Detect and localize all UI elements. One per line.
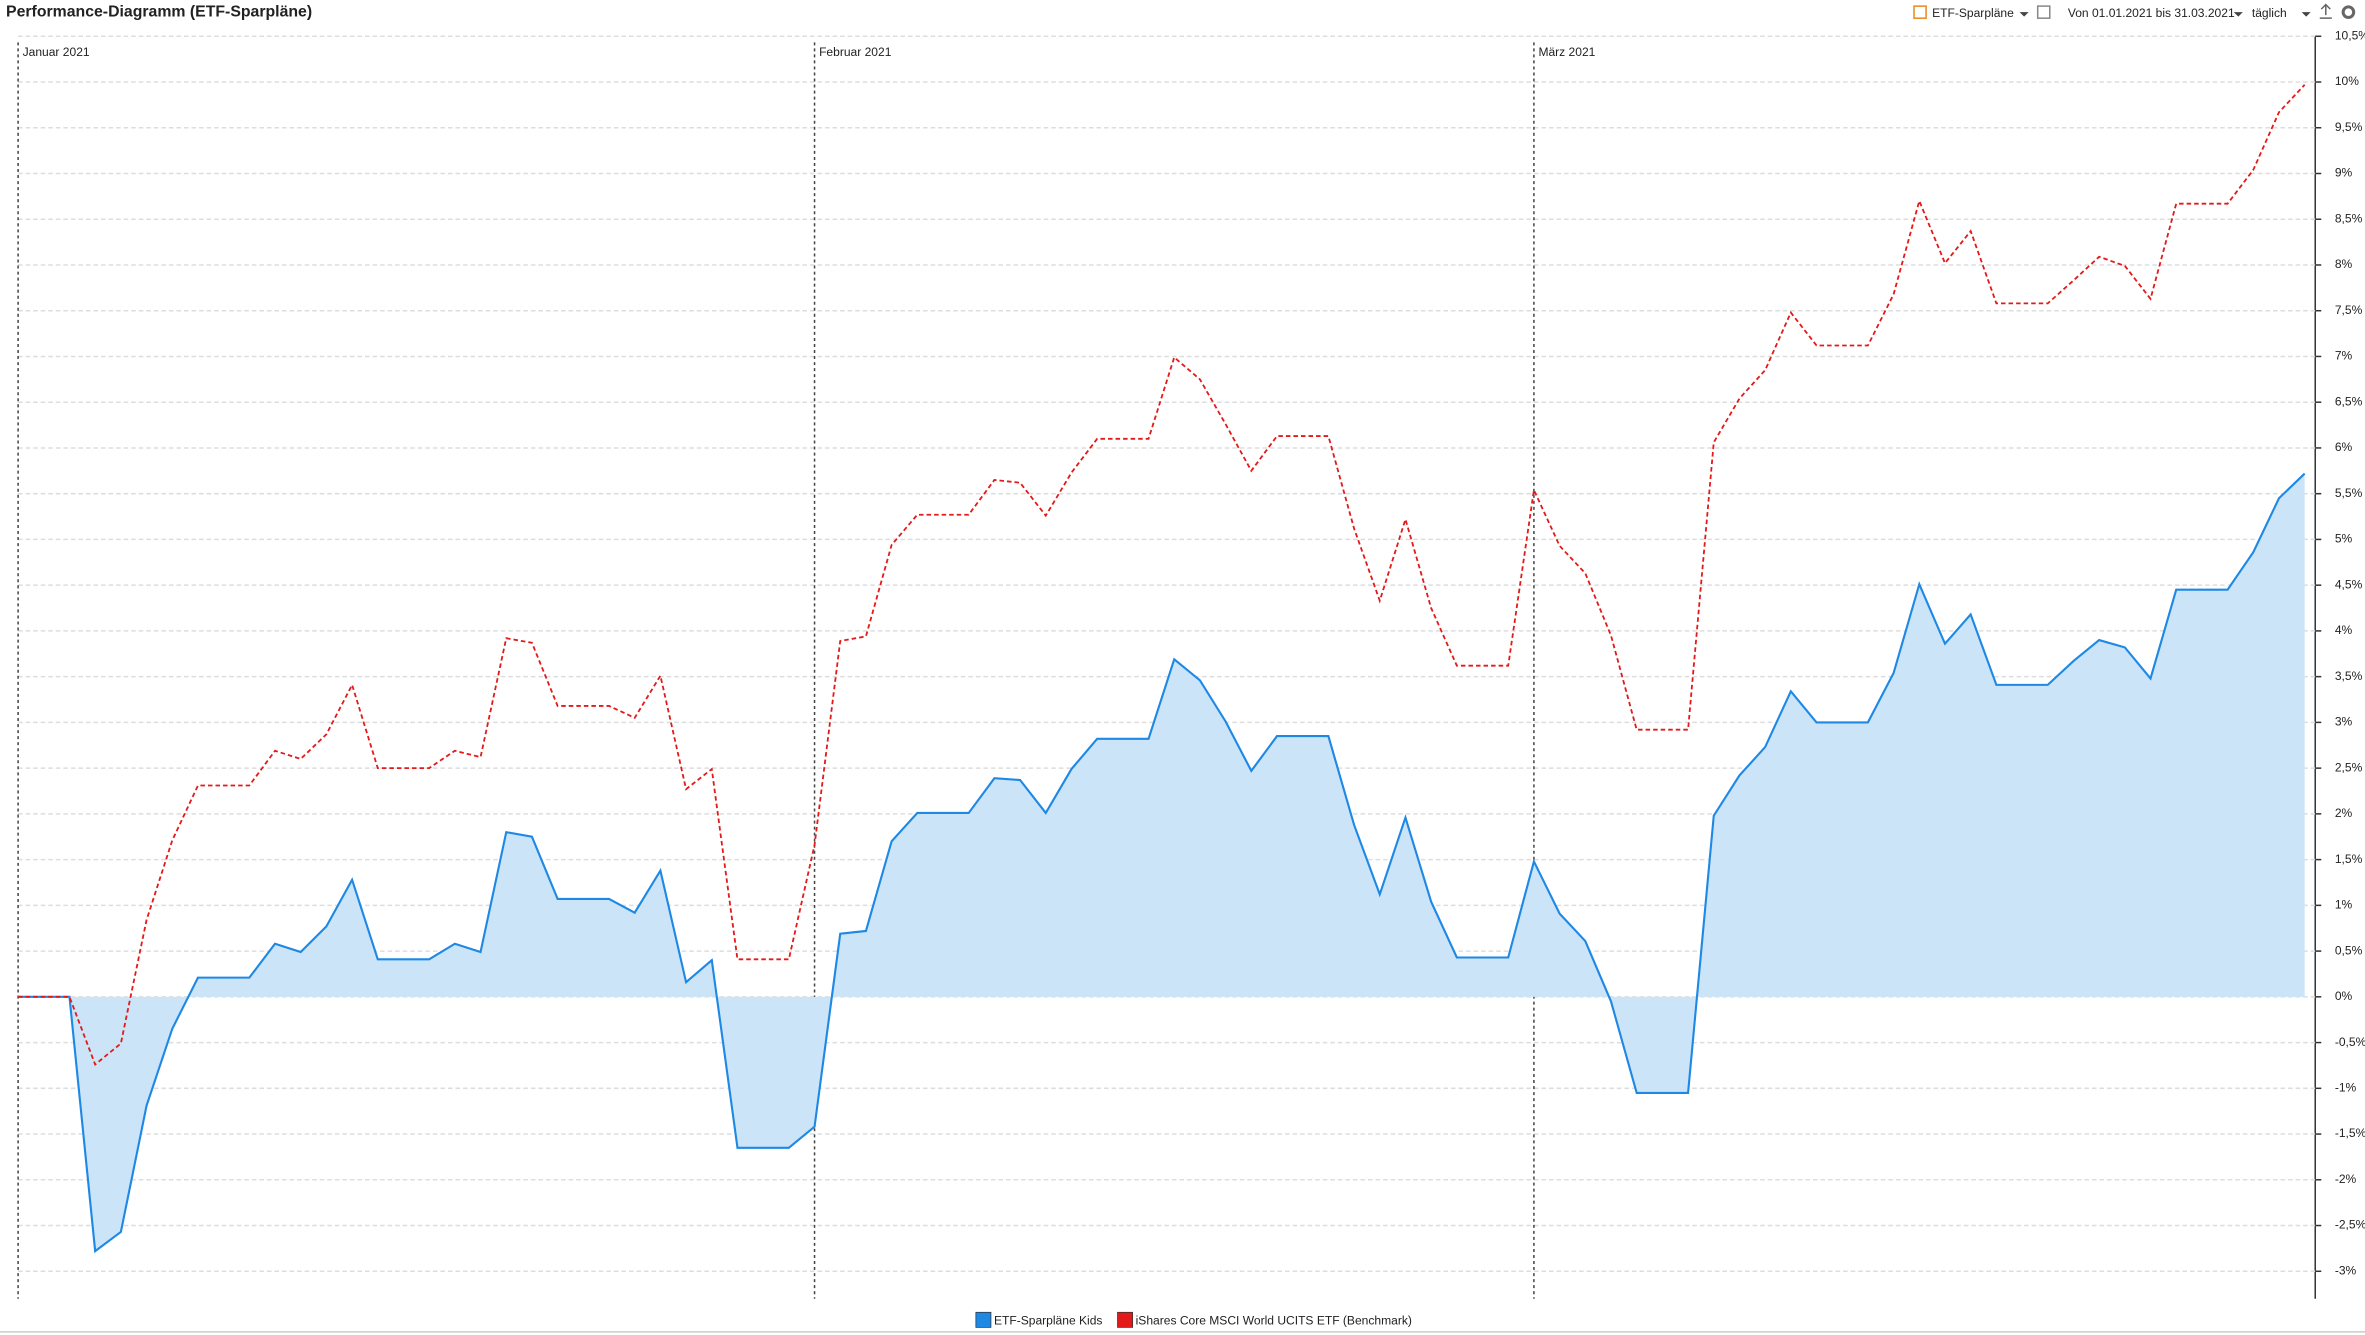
y-tick-label: 3% <box>2335 715 2353 729</box>
y-tick-label: 8% <box>2335 257 2353 271</box>
y-tick-label: 8,5% <box>2335 211 2363 225</box>
settings-icon[interactable] <box>2341 5 2356 19</box>
area <box>18 473 2305 1252</box>
y-tick-label: 1% <box>2335 898 2353 912</box>
series-line <box>18 472 2306 1254</box>
dropdown-arrow[interactable] <box>2233 12 2243 17</box>
y-tick-label: -2,5% <box>2335 1218 2365 1232</box>
y-tick-label: 5,5% <box>2335 486 2363 500</box>
portfolio-select[interactable]: ETF-Sparpläne <box>1932 6 2014 20</box>
dropdown-arrow[interactable] <box>2019 12 2029 17</box>
series-line <box>18 84 2306 1067</box>
y-tick-label: 10,5% <box>2335 28 2365 42</box>
month-label: März 2021 <box>1538 45 1595 59</box>
legend-swatch <box>975 1311 992 1328</box>
y-tick-label: 2,5% <box>2335 760 2363 774</box>
y-tick-label: 5% <box>2335 532 2353 546</box>
period-select[interactable]: Von 01.01.2021 bis 31.03.2021 <box>2068 6 2235 20</box>
y-tick-label: 10% <box>2335 74 2359 88</box>
y-tick-label: -0,5% <box>2335 1035 2365 1049</box>
calendar-icon[interactable] <box>2036 5 2051 19</box>
chart-title: Performance-Diagramm (ETF-Sparpläne) <box>6 3 312 20</box>
y-tick-label: 4% <box>2335 623 2353 637</box>
legend-label: ETF-Sparpläne Kids <box>994 1314 1102 1328</box>
month-label: Januar 2021 <box>23 45 90 59</box>
y-tick-label: -1% <box>2335 1081 2357 1095</box>
y-tick-label: -3% <box>2335 1263 2357 1277</box>
y-tick-label: 7,5% <box>2335 303 2363 317</box>
y-tick-label: 4,5% <box>2335 577 2363 591</box>
dropdown-arrow[interactable] <box>2301 12 2311 17</box>
month-label: Februar 2021 <box>819 45 892 59</box>
plot: -3% -2,5% -2% -1,5% -1% -0,5% 0% 0,5% 1% 1,5% 2% 2,… <box>17 28 2365 1328</box>
interval-select[interactable]: täglich <box>2252 6 2287 20</box>
y-tick-label: 1,5% <box>2335 852 2363 866</box>
export-icon[interactable] <box>2319 3 2332 19</box>
portfolio-icon <box>1913 5 1927 19</box>
y-tick-label: 9,5% <box>2335 120 2363 134</box>
y-tick-label: 0% <box>2335 989 2353 1003</box>
legend-swatch <box>1117 1311 1133 1328</box>
y-tick-label: -1,5% <box>2335 1126 2365 1140</box>
y-tick-label: 7% <box>2335 349 2353 363</box>
y-tick-label: 6% <box>2335 440 2353 454</box>
y-tick-label: -2% <box>2335 1172 2357 1186</box>
y-tick-label: 0,5% <box>2335 943 2363 957</box>
y-tick-label: 2% <box>2335 806 2353 820</box>
y-tick-label: 6,5% <box>2335 394 2363 408</box>
legend-label: iShares Core MSCI World UCITS ETF (Bench… <box>1136 1314 1412 1328</box>
y-tick-label: 3,5% <box>2335 669 2363 683</box>
y-tick-label: 9% <box>2335 166 2353 180</box>
